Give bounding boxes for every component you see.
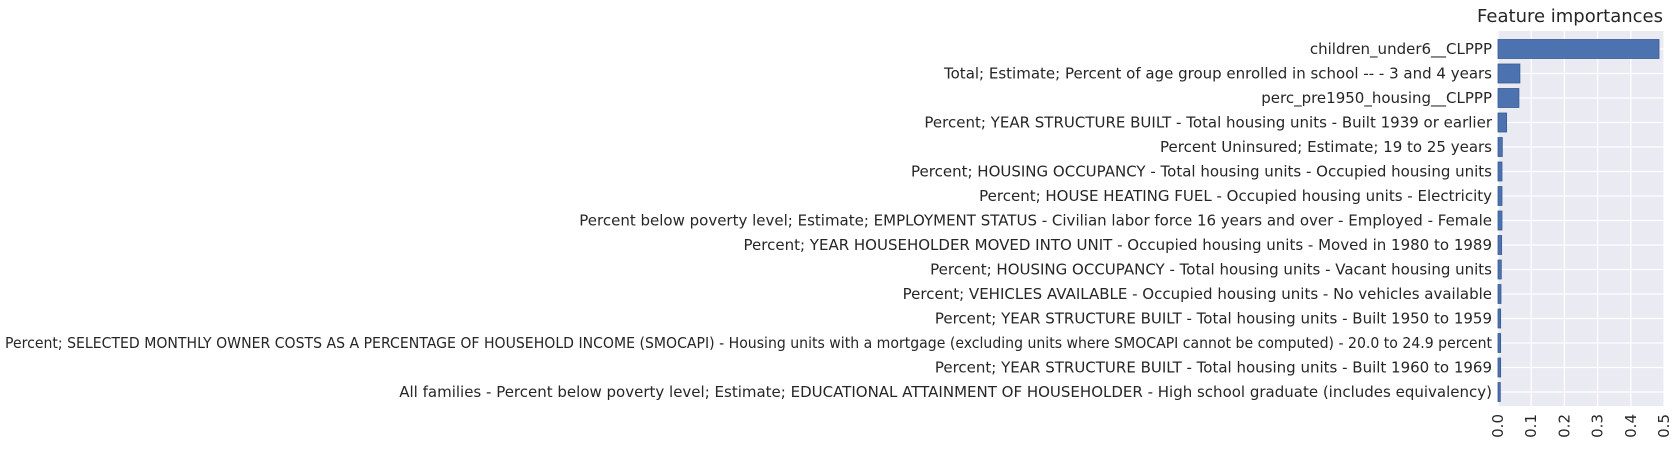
bar <box>1497 210 1503 231</box>
chart-title: Feature importances <box>1477 6 1663 27</box>
category-label: All families - Percent below poverty lev… <box>399 383 1492 401</box>
category-label: Percent; YEAR STRUCTURE BUILT - Total ho… <box>924 114 1492 132</box>
x-tick-label: 0.3 <box>1589 414 1607 438</box>
category-label: Percent; SELECTED MONTHLY OWNER COSTS AS… <box>5 334 1492 352</box>
category-label: Percent; HOUSING OCCUPANCY - Total housi… <box>911 163 1492 181</box>
bar <box>1497 88 1520 108</box>
category-label: perc_pre1950_housing__CLPPP <box>1261 89 1492 108</box>
category-label: Percent; YEAR HOUSEHOLDER MOVED INTO UNI… <box>744 236 1492 254</box>
bar <box>1497 39 1660 59</box>
category-label: Percent; YEAR STRUCTURE BUILT - Total ho… <box>935 359 1492 377</box>
bar <box>1497 382 1501 402</box>
x-tick-labels: 0.0 0.1 0.2 0.3 0.4 0.5 <box>1489 414 1673 438</box>
x-tick-label: 0.1 <box>1522 414 1540 438</box>
category-label: Percent; HOUSE HEATING FUEL - Occupied h… <box>979 187 1492 205</box>
category-label: Percent; VEHICLES AVAILABLE - Occupied h… <box>903 285 1492 303</box>
bar <box>1497 161 1503 182</box>
bar <box>1497 235 1503 255</box>
bar <box>1497 333 1502 353</box>
bar <box>1497 63 1521 84</box>
plot-background <box>1498 31 1664 406</box>
bar <box>1497 284 1502 304</box>
bar <box>1497 186 1503 206</box>
x-tick-label: 0.0 <box>1489 414 1507 438</box>
x-tick-label: 0.4 <box>1622 414 1640 438</box>
category-label: Percent below poverty level; Estimate; E… <box>579 212 1492 230</box>
bar <box>1497 259 1502 280</box>
bar <box>1497 137 1503 157</box>
category-label: Percent; YEAR STRUCTURE BUILT - Total ho… <box>935 310 1492 328</box>
category-labels: children_under6__CLPPP Total; Estimate; P… <box>5 40 1493 401</box>
bar <box>1497 308 1502 329</box>
x-tick-label: 0.5 <box>1655 414 1673 438</box>
category-label: children_under6__CLPPP <box>1310 40 1492 59</box>
x-tick-label: 0.2 <box>1555 414 1573 438</box>
category-label: Percent Uninsured; Estimate; 19 to 25 ye… <box>1160 138 1492 156</box>
bars <box>1497 39 1660 402</box>
bar <box>1497 112 1508 133</box>
category-label: Percent; HOUSING OCCUPANCY - Total housi… <box>930 261 1492 279</box>
bar <box>1497 357 1502 378</box>
category-label: Total; Estimate; Percent of age group en… <box>943 65 1492 83</box>
gridlines <box>1497 31 1665 406</box>
